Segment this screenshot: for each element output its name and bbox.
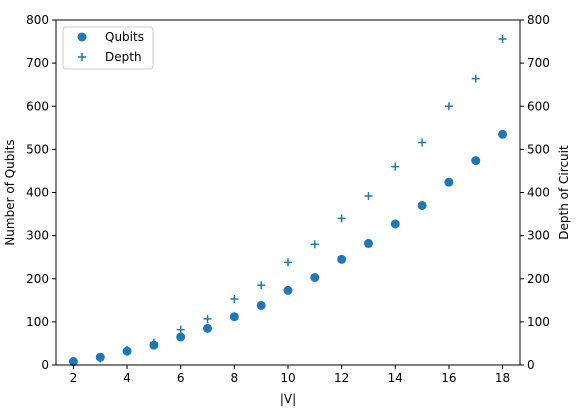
x-tick-label: 4: [123, 371, 131, 385]
left-y-tick-label: 700: [26, 56, 49, 70]
left-y-tick-label: 500: [26, 142, 49, 156]
depth-point: [96, 354, 105, 363]
x-tick-label: 2: [70, 371, 78, 385]
right-y-tick-label: 0: [527, 358, 535, 372]
depth-point: [176, 325, 185, 334]
left-y-tick-label: 800: [26, 13, 49, 27]
depth-point: [498, 34, 507, 43]
legend: Qubits Depth: [62, 26, 154, 70]
axes: 2 4 6 8 10 12 14 16 18 0 0 100 100 200 200 300 300 400 400…: [26, 13, 550, 385]
plot-frame: [55, 19, 521, 366]
right-y-tick-label: 200: [527, 272, 550, 286]
x-tick-label: 6: [177, 371, 185, 385]
left-y-tick-label: 300: [26, 229, 49, 243]
depth-point: [471, 74, 480, 83]
legend-marker-qubits: [77, 32, 87, 42]
qubits-point: [417, 200, 427, 210]
right-y-tick-label: 500: [527, 142, 550, 156]
right-y-tick-label: 300: [527, 229, 550, 243]
qubits-point: [363, 238, 373, 248]
left-y-tick-label: 200: [26, 272, 49, 286]
right-y-tick-label: 400: [527, 186, 550, 200]
right-y-tick-label: 600: [527, 99, 550, 113]
qubits-point: [229, 312, 239, 322]
plot-marks: [68, 34, 508, 367]
depth-point: [364, 191, 373, 200]
qubits-point: [256, 300, 266, 310]
depth-point: [391, 162, 400, 171]
depth-point: [230, 295, 239, 304]
qubits-point: [176, 332, 186, 342]
x-tick-label: 18: [495, 371, 510, 385]
left-y-tick-label: 600: [26, 99, 49, 113]
depth-point: [69, 357, 78, 366]
right-y-tick-label: 700: [527, 56, 550, 70]
depth-point: [123, 345, 132, 354]
depth-point: [337, 214, 346, 223]
depth-point: [149, 338, 158, 347]
depth-point: [284, 258, 292, 267]
qubits-point: [498, 129, 508, 139]
depth-point: [203, 314, 212, 323]
right-y-tick-label: 800: [527, 13, 550, 27]
x-tick-label: 16: [441, 371, 456, 385]
qubits-point: [471, 156, 481, 166]
x-axis-label: |V|: [280, 392, 296, 406]
legend-label-depth: Depth: [105, 50, 142, 64]
left-y-axis-label: Number of Qubits: [3, 139, 17, 245]
depth-point: [418, 138, 427, 147]
x-tick-label: 12: [334, 371, 349, 385]
qubits-point: [203, 323, 213, 333]
left-y-tick-label: 400: [26, 186, 49, 200]
legend-marker-depth: [78, 53, 86, 61]
legend-label-qubits: Qubits: [105, 30, 144, 44]
qubits-point: [337, 254, 347, 264]
right-y-axis-label: Depth of Circuit: [557, 145, 571, 240]
qubits-point: [283, 285, 293, 295]
qubits-point: [444, 177, 454, 187]
qubits-point: [310, 272, 320, 282]
depth-point: [444, 102, 453, 111]
x-tick-label: 10: [280, 371, 295, 385]
x-tick-label: 14: [388, 371, 403, 385]
left-y-tick-label: 100: [26, 315, 49, 329]
qubits-point: [390, 219, 400, 229]
left-y-tick-label: 0: [41, 358, 49, 372]
depth-point: [257, 281, 266, 290]
depth-point: [310, 240, 319, 249]
right-y-tick-label: 100: [527, 315, 550, 329]
x-tick-label: 8: [231, 371, 239, 385]
